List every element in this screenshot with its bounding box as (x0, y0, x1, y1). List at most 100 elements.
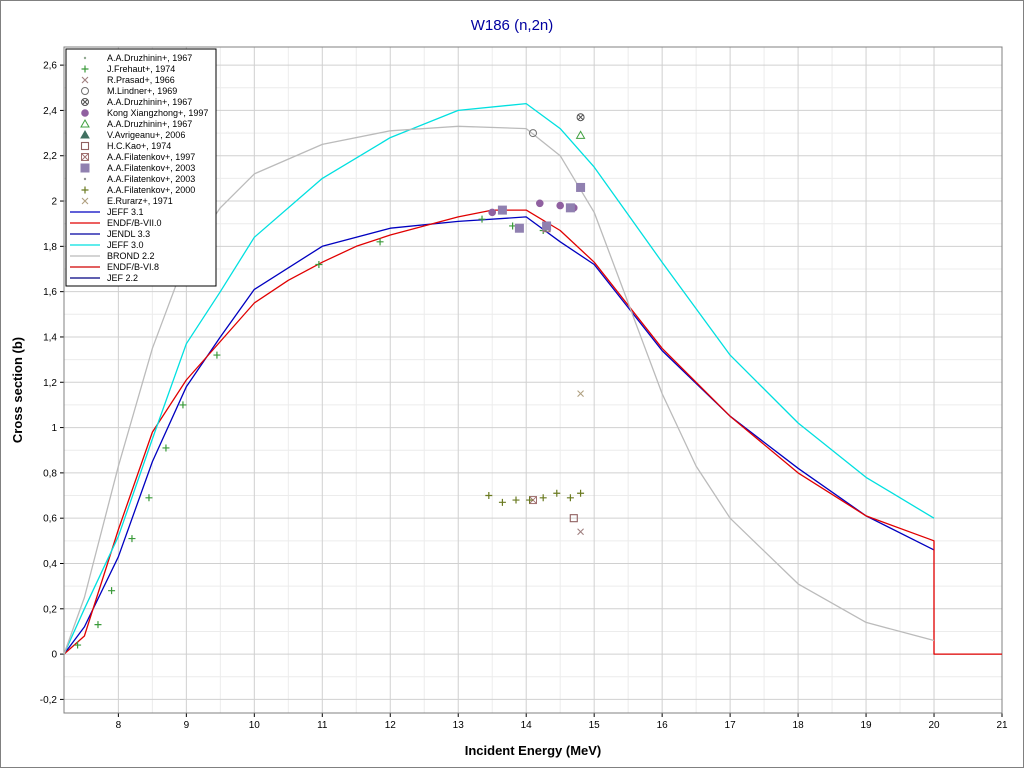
legend-item: ENDF/B-VII.0 (70, 218, 162, 228)
data-point (81, 87, 89, 95)
data-point (529, 129, 537, 138)
data-point (577, 390, 584, 397)
y-tick-label: 1,6 (43, 287, 57, 298)
legend-label: A.A.Filatenkov+, 2000 (107, 185, 195, 195)
y-tick-label: -0,2 (40, 695, 58, 706)
data-point (81, 197, 89, 205)
data-point (376, 238, 384, 246)
data-point (488, 208, 497, 217)
data-point (539, 494, 547, 502)
legend-label: A.A.Druzhinin+, 1967 (107, 119, 192, 129)
data-point (569, 514, 578, 523)
legend-label: V.Avrigeanu+, 2006 (107, 130, 185, 140)
data-point (81, 65, 89, 73)
legend-item: M.Lindner+, 1969 (81, 86, 177, 96)
x-tick-label: 11 (317, 720, 328, 731)
y-tick-label: 1,2 (43, 378, 57, 389)
legend-label: R.Prasad+, 1966 (107, 75, 175, 85)
legend-item: JENDL 3.3 (70, 229, 150, 239)
y-tick-label: 2 (51, 197, 57, 208)
data-point (577, 528, 584, 536)
legend-item: Kong Xiangzhong+, 1997 (81, 108, 208, 118)
data-point (80, 163, 90, 173)
x-tick-label: 15 (589, 720, 601, 731)
data-point (514, 223, 524, 233)
legend-item: A.A.Druzhinin+, 1967 (80, 118, 192, 129)
data-point (576, 182, 586, 192)
data-point (553, 489, 561, 497)
legend-label: ENDF/B-VII.0 (107, 218, 162, 228)
y-tick-label: 1,4 (43, 332, 57, 343)
x-tick-label: 18 (793, 720, 805, 731)
x-tick-label: 8 (116, 720, 122, 731)
data-point (565, 203, 575, 213)
data-point (83, 177, 87, 181)
legend-label: M.Lindner+, 1969 (107, 86, 177, 96)
y-tick-label: 0 (51, 650, 57, 661)
x-tick-label: 14 (521, 720, 533, 731)
data-point (526, 496, 534, 504)
legend-item: BROND 2.2 (70, 251, 155, 261)
data-point (213, 351, 221, 359)
data-point (497, 205, 507, 215)
data-point (542, 221, 552, 231)
legend-item: H.C.Kao+, 1974 (80, 141, 171, 151)
legend-item: A.A.Druzhinin+, 1967 (83, 53, 192, 63)
legend-item: JEF 2.2 (70, 273, 138, 283)
data-point (179, 401, 187, 409)
legend-label: Kong Xiangzhong+, 1997 (107, 108, 208, 118)
legend-item: J.Frehaut+, 1974 (81, 64, 175, 74)
legend-item: JEFF 3.0 (70, 240, 144, 250)
data-point (575, 130, 586, 139)
legend-label: A.A.Druzhinin+, 1967 (107, 97, 192, 107)
data-point (81, 186, 89, 194)
data-point (485, 492, 493, 500)
data-point (498, 498, 506, 506)
y-tick-label: 0,6 (43, 514, 57, 525)
y-tick-label: 1 (51, 423, 57, 434)
y-tick-label: 2,2 (43, 151, 57, 162)
series-line (63, 102, 935, 655)
x-tick-label: 17 (725, 720, 737, 731)
legend-item: JEFF 3.1 (70, 207, 144, 217)
data-point (81, 98, 89, 106)
legend-item: A.A.Filatenkov+, 2003 (83, 174, 195, 184)
x-tick-label: 19 (860, 720, 872, 731)
x-tick-label: 16 (657, 720, 669, 731)
legend-label: H.C.Kao+, 1974 (107, 141, 171, 151)
series-line (63, 209, 1002, 655)
legend-item: A.A.Druzhinin+, 1967 (81, 97, 192, 107)
y-axis-label: Cross section (b) (10, 337, 25, 443)
data-point (81, 76, 89, 84)
legend-label: J.Frehaut+, 1974 (107, 64, 175, 74)
legend-label: A.A.Druzhinin+, 1967 (107, 53, 192, 63)
data-point (81, 109, 89, 117)
legend-label: JEFF 3.0 (107, 240, 144, 250)
plot-border (63, 46, 1003, 714)
legend-item: R.Prasad+, 1966 (81, 75, 175, 85)
data-point (145, 494, 153, 502)
legend-item: V.Avrigeanu+, 2006 (80, 129, 185, 140)
legend-label: BROND 2.2 (107, 251, 155, 261)
y-tick-label: 2,4 (43, 106, 57, 117)
legend-label: JEF 2.2 (107, 273, 138, 283)
legend-label: A.A.Filatenkov+, 2003 (107, 163, 195, 173)
data-point (577, 489, 585, 497)
x-axis-label: Incident Energy (MeV) (465, 743, 602, 758)
data-point (535, 199, 544, 208)
y-tick-label: 0,8 (43, 468, 57, 479)
x-tick-label: 9 (184, 720, 190, 731)
legend-item: E.Rurarz+, 1971 (81, 196, 173, 206)
y-tick-label: 0,4 (43, 559, 57, 570)
data-point (80, 129, 90, 139)
y-tick-label: 1,8 (43, 242, 57, 253)
x-tick-label: 21 (996, 720, 1008, 731)
legend-label: ENDF/B-VI.8 (107, 262, 159, 272)
data-point (162, 444, 170, 452)
data-point (80, 141, 90, 151)
y-tick-label: 0,2 (43, 604, 57, 615)
x-tick-label: 20 (928, 720, 940, 731)
data-point (74, 641, 82, 649)
data-point (81, 153, 89, 161)
